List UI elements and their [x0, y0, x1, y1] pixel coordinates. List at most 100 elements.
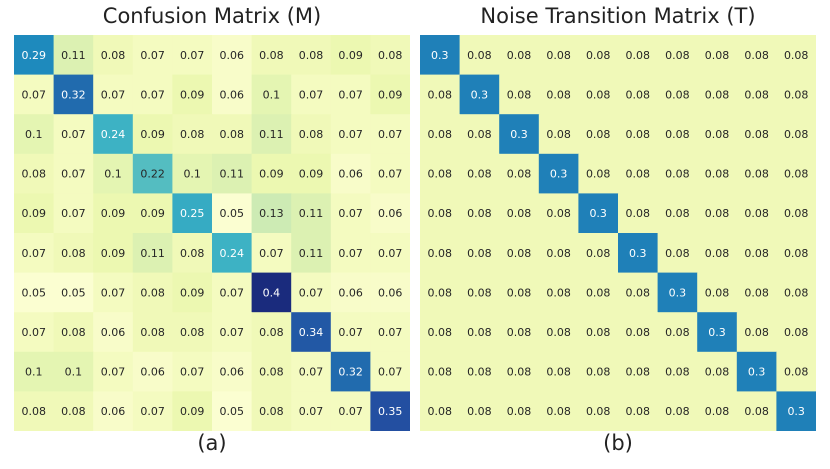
cell-value-label-0-r5-c6: 0.07 [259, 247, 284, 260]
cell-value-label-1-r9-c0: 0.08 [428, 405, 453, 418]
cell-value-label-1-r8-c3: 0.08 [546, 366, 571, 379]
heatmap-cell-0-r0-c3 [132, 35, 173, 76]
cell-value-label-1-r3-c3: 0.3 [550, 168, 568, 181]
cell-value-label-1-r7-c1: 0.08 [467, 326, 492, 339]
cell-value-label-0-r5-c7: 0.11 [299, 247, 324, 260]
heatmap-cell-1-r6-c1 [459, 272, 500, 313]
heatmap-cell-1-r4-c6 [657, 193, 698, 234]
heatmap-cell-1-r4-c9 [776, 193, 816, 234]
heatmap-cell-0-r8-c3 [132, 351, 173, 392]
cell-value-label-1-r0-c4: 0.08 [586, 49, 611, 62]
heatmap-cell-1-r6-c8 [736, 272, 777, 313]
heatmap-cell-0-r0-c6 [251, 35, 292, 76]
cell-value-label-0-r7-c4: 0.08 [180, 326, 205, 339]
heatmap-cell-1-r7-c2 [499, 312, 540, 353]
heatmap-cell-0-r1-c4 [172, 74, 213, 115]
cell-value-label-0-r5-c0: 0.07 [22, 247, 47, 260]
cell-value-label-0-r6-c3: 0.08 [140, 286, 165, 299]
heatmap-cell-1-r5-c5 [618, 233, 659, 274]
heatmap-cell-0-r2-c1 [53, 114, 94, 155]
heatmap-cell-0-r8-c9 [370, 351, 410, 392]
heatmap-cell-0-r0-c2 [93, 35, 134, 76]
heatmap-cell-0-r3-c1 [53, 153, 94, 194]
cell-value-label-0-r9-c1: 0.08 [61, 405, 86, 418]
cell-value-label-1-r6-c8: 0.08 [744, 286, 769, 299]
heatmap-cell-0-r2-c7 [291, 114, 332, 155]
cell-value-label-1-r9-c7: 0.08 [705, 405, 730, 418]
cell-value-label-0-r3-c0: 0.08 [22, 168, 47, 181]
heatmap-cell-1-r2-c8 [736, 114, 777, 155]
heatmap-cell-1-r6-c3 [538, 272, 579, 313]
heatmap-cell-1-r0-c1 [459, 35, 500, 76]
heatmap-cell-1-r5-c1 [459, 233, 500, 274]
heatmap-cell-1-r8-c9 [776, 351, 816, 392]
heatmap-cell-1-r5-c4 [578, 233, 619, 274]
heatmap-cell-0-r3-c8 [330, 153, 371, 194]
cell-value-label-0-r0-c6: 0.08 [259, 49, 284, 62]
cell-value-label-0-r4-c3: 0.09 [140, 207, 165, 220]
cell-value-label-0-r2-c1: 0.07 [61, 128, 86, 141]
heatmap-cell-0-r5-c7 [291, 233, 332, 274]
cell-value-label-1-r0-c8: 0.08 [744, 49, 769, 62]
confusion-matrix-heatmap: 0.29 0.11 0.08 0.07 0.07 0.06 0.08 0.08 0.09 0.08… [14, 35, 410, 431]
heatmap-cell-0-r3-c2 [93, 153, 134, 194]
cell-value-label-1-r2-c3: 0.08 [546, 128, 571, 141]
cell-value-label-1-r4-c5: 0.08 [626, 207, 651, 220]
cell-value-label-1-r1-c2: 0.08 [507, 88, 532, 101]
cell-value-label-1-r2-c0: 0.08 [428, 128, 453, 141]
cell-value-label-1-r6-c6: 0.3 [669, 286, 687, 299]
heatmap-cell-0-r9-c2 [93, 391, 134, 431]
heatmap-cell-1-r0-c0 [420, 35, 461, 76]
heatmap-cell-1-r2-c7 [697, 114, 738, 155]
heatmap-cell-1-r4-c7 [697, 193, 738, 234]
heatmap-cell-1-r2-c3 [538, 114, 579, 155]
cell-value-label-0-r2-c3: 0.09 [140, 128, 165, 141]
cell-value-label-1-r0-c7: 0.08 [705, 49, 730, 62]
cell-value-label-1-r2-c2: 0.3 [510, 128, 528, 141]
heatmap-cell-1-r3-c3 [538, 153, 579, 194]
cell-value-label-0-r3-c5: 0.11 [220, 168, 245, 181]
heatmap-cell-0-r6-c3 [132, 272, 173, 313]
heatmap-cell-1-r3-c1 [459, 153, 500, 194]
heatmap-cell-1-r0-c8 [736, 35, 777, 76]
heatmap-cell-0-r0-c4 [172, 35, 213, 76]
heatmap-cell-0-r6-c2 [93, 272, 134, 313]
heatmap-cell-1-r9-c9 [776, 391, 816, 431]
heatmap-cell-1-r3-c6 [657, 153, 698, 194]
cell-value-label-0-r0-c1: 0.11 [61, 49, 86, 62]
cell-value-label-1-r1-c8: 0.08 [744, 88, 769, 101]
heatmap-cell-1-r1-c5 [618, 74, 659, 115]
cell-value-label-1-r0-c9: 0.08 [784, 49, 809, 62]
cell-value-label-1-r2-c6: 0.08 [665, 128, 690, 141]
heatmap-cell-0-r4-c2 [93, 193, 134, 234]
cell-value-label-0-r7-c0: 0.07 [22, 326, 47, 339]
heatmap-cell-1-r7-c5 [618, 312, 659, 353]
cell-value-label-0-r3-c2: 0.1 [104, 168, 122, 181]
heatmap-cell-1-r4-c2 [499, 193, 540, 234]
heatmap-cell-0-r2-c6 [251, 114, 292, 155]
heatmap-cell-0-r9-c6 [251, 391, 292, 431]
heatmap-cell-0-r4-c0 [14, 193, 55, 234]
heatmap-cell-1-r0-c3 [538, 35, 579, 76]
heatmap-cell-0-r3-c7 [291, 153, 332, 194]
cell-value-label-0-r9-c2: 0.06 [101, 405, 126, 418]
heatmap-cell-0-r7-c7 [291, 312, 332, 353]
heatmap-cell-0-r6-c9 [370, 272, 410, 313]
cell-value-label-1-r9-c8: 0.08 [744, 405, 769, 418]
cell-value-label-0-r9-c0: 0.08 [22, 405, 47, 418]
heatmap-cell-1-r1-c6 [657, 74, 698, 115]
cell-value-label-1-r4-c7: 0.08 [705, 207, 730, 220]
cell-value-label-0-r7-c7: 0.34 [299, 326, 324, 339]
heatmap-cell-0-r3-c6 [251, 153, 292, 194]
heatmap-cell-0-r3-c5 [212, 153, 253, 194]
cell-value-label-0-r1-c2: 0.07 [101, 88, 126, 101]
cell-value-label-1-r7-c0: 0.08 [428, 326, 453, 339]
heatmap-cell-1-r8-c6 [657, 351, 698, 392]
cell-value-label-1-r6-c7: 0.08 [705, 286, 730, 299]
cell-value-label-1-r4-c4: 0.3 [589, 207, 607, 220]
heatmap-cell-1-r4-c4 [578, 193, 619, 234]
cell-value-label-1-r7-c5: 0.08 [626, 326, 651, 339]
cell-value-label-1-r9-c1: 0.08 [467, 405, 492, 418]
heatmap-cell-1-r3-c2 [499, 153, 540, 194]
heatmap-cell-0-r7-c1 [53, 312, 94, 353]
